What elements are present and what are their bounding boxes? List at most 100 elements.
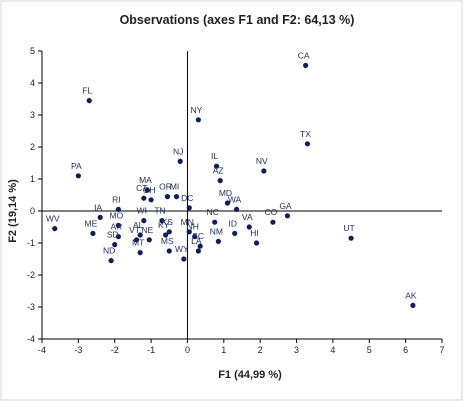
point-label: CT [136, 183, 147, 193]
data-point [284, 213, 291, 219]
point-label: NC [207, 207, 219, 217]
data-point [159, 218, 165, 224]
point-label: TX [300, 129, 311, 139]
data-point [186, 229, 192, 235]
data-point [137, 250, 143, 256]
x-tick-label: 2 [258, 345, 263, 355]
point-label: TN [154, 206, 165, 216]
point-label: MA [139, 175, 152, 185]
point-label: SD [107, 230, 119, 240]
data-point [195, 117, 201, 123]
data-point [246, 224, 252, 230]
data-point [90, 230, 96, 236]
y-tick-label: -3 [27, 302, 35, 312]
point-label: VT [129, 225, 140, 235]
data-point [115, 206, 121, 212]
data-point [166, 229, 172, 235]
y-tick-label: 2 [30, 142, 35, 152]
y-tick-label: 5 [30, 46, 35, 56]
point-label: NH [187, 222, 199, 232]
data-point [166, 248, 172, 254]
point-label: ID [228, 218, 237, 228]
data-point [108, 258, 114, 264]
data-point [97, 214, 103, 220]
x-tick-label: -2 [111, 345, 119, 355]
data-point [115, 222, 121, 228]
data-point [75, 173, 81, 179]
point-label: AL [133, 220, 144, 230]
data-point [410, 302, 416, 308]
point-label: NY [190, 105, 202, 115]
point-label: CO [265, 207, 278, 217]
data-point [224, 200, 231, 206]
x-tick-label: 7 [439, 345, 444, 355]
y-tick-label: 3 [30, 110, 35, 120]
point-label: AK [405, 290, 417, 300]
data-point [146, 237, 152, 243]
point-label: MD [219, 188, 232, 198]
data-point [141, 195, 147, 201]
data-point [186, 205, 192, 211]
point-label: ME [85, 218, 98, 228]
point-label: WI [137, 206, 147, 216]
data-point [232, 230, 238, 236]
data-point [115, 234, 121, 240]
x-tick-label: 3 [294, 345, 299, 355]
data-point [253, 240, 260, 246]
data-point [261, 168, 267, 174]
data-point [148, 197, 154, 203]
x-tick-label: 0 [185, 345, 190, 355]
data-point [164, 194, 171, 200]
x-tick-labels: -4 -3 -2 -1 0 1 2 3 4 5 6 7 [38, 345, 445, 355]
point-label: KS [162, 217, 174, 227]
point-label: OR [159, 182, 172, 192]
data-point [304, 141, 311, 147]
data-point [192, 234, 198, 240]
data-point [212, 219, 218, 225]
data-point [177, 158, 183, 164]
point-label: NE [141, 225, 153, 235]
point-label: OH [143, 185, 156, 195]
point-label: WV [46, 214, 60, 224]
y-tick-label: -1 [27, 238, 35, 248]
data-point [112, 242, 118, 248]
point-label: VA [242, 212, 253, 222]
point-label: MT [132, 238, 144, 248]
data-point [163, 232, 169, 238]
x-axis-label: F1 (44,99 %) [218, 369, 282, 381]
y-tick-label: -2 [27, 270, 35, 280]
point-label: WY [175, 244, 189, 254]
chart-title: Observations (axes F1 and F2: 64,13 %) [120, 13, 355, 27]
point-label: AZ [213, 166, 224, 176]
data-point [270, 219, 276, 225]
y-tick-label: -4 [27, 334, 35, 344]
data-point [52, 226, 58, 232]
point-label: MS [161, 236, 174, 246]
x-tick-label: 4 [330, 345, 335, 355]
x-tick-label: 6 [403, 345, 408, 355]
data-point [213, 163, 220, 169]
y-tick-label: 4 [30, 78, 35, 88]
data-points [52, 62, 416, 308]
point-label: WA [228, 194, 242, 204]
x-tick-label: -4 [38, 345, 46, 355]
point-label: PA [71, 161, 82, 171]
point-label: MO [110, 210, 124, 220]
point-label: GA [279, 201, 292, 211]
data-point [233, 206, 240, 212]
x-tick-label: -1 [147, 345, 155, 355]
point-label: LA [191, 236, 202, 246]
x-tick-label: 5 [367, 345, 372, 355]
point-label: SC [192, 231, 204, 241]
y-tick-label: 0 [30, 206, 35, 216]
x-tick-label: -3 [74, 345, 82, 355]
point-label: IL [211, 151, 218, 161]
point-label: UT [343, 223, 354, 233]
point-label: DC [181, 193, 193, 203]
point-label: CA [298, 50, 310, 60]
data-point [133, 237, 140, 243]
y-tick-label: 1 [30, 174, 35, 184]
data-point [137, 232, 143, 238]
